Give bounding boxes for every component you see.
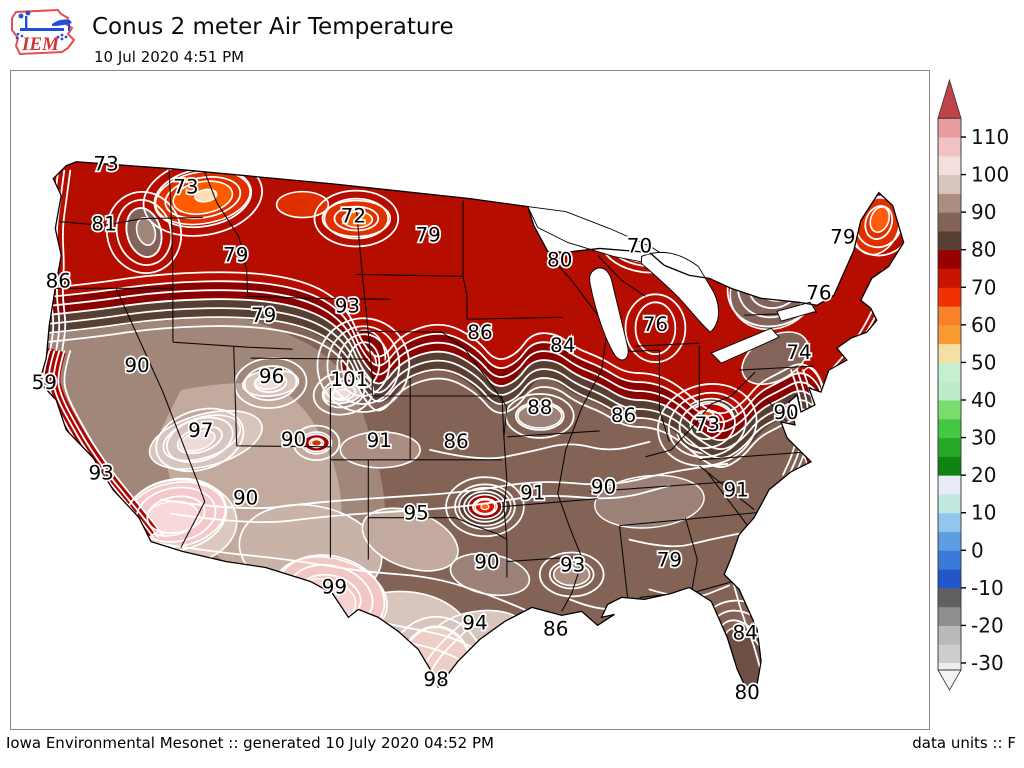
colorbar-tick-label: 10	[971, 501, 996, 525]
temp-label: 86	[46, 269, 71, 292]
temp-label: 101	[330, 368, 368, 391]
temp-label: 90	[233, 487, 258, 510]
temp-label: 86	[543, 617, 568, 640]
page-title: Conus 2 meter Air Temperature	[92, 14, 454, 40]
lake-erie	[710, 327, 780, 364]
conus-temperature-map: 73 73 81 72 79 70 80 86 79 79 76 93 79 76 86 84 74 90 96 10…	[30, 151, 905, 706]
lake-huron	[641, 251, 719, 333]
temp-label: 59	[32, 371, 57, 394]
temp-label: 79	[223, 243, 248, 266]
iem-logo: IEM	[11, 8, 76, 56]
temp-label: 80	[734, 681, 759, 704]
header: IEM Conus 2 meter Air Temperature 10 Jul…	[0, 0, 1024, 70]
temp-label: 97	[188, 419, 213, 442]
temp-label: 86	[467, 321, 492, 344]
colorbar-tick-label: -10	[971, 576, 1004, 600]
temp-label: 90	[773, 401, 798, 424]
colorbar-tick-label: 50	[971, 350, 996, 374]
colorbar-tick-label: 70	[971, 275, 996, 299]
lake-ontario	[776, 301, 817, 322]
temp-label: 79	[657, 548, 682, 571]
temp-label: 90	[591, 476, 616, 499]
temp-label: 90	[281, 428, 306, 451]
colorbar-tick-label: 60	[971, 313, 996, 337]
temp-label: 76	[806, 281, 831, 304]
temp-label: 90	[474, 550, 499, 573]
temp-label: 79	[251, 304, 276, 327]
colorbar-tick-label: 100	[971, 163, 1009, 187]
temp-label: 91	[724, 479, 749, 502]
temp-label: 73	[93, 153, 118, 176]
temp-label: 86	[611, 404, 636, 427]
temperature-labels: 73 73 81 72 79 70 80 86 79 79 76 93 79 76 86 84 74 90 96 10…	[30, 151, 857, 706]
temp-label: 81	[91, 213, 116, 236]
temp-label: 79	[830, 225, 855, 248]
colorbar-tick-label: 110	[971, 125, 1009, 149]
temp-label: 94	[462, 611, 487, 634]
colorbar-tick-label: 20	[971, 463, 996, 487]
temp-label: 99	[322, 575, 347, 598]
temp-label: 93	[88, 462, 113, 485]
colorbar-tick-label: 40	[971, 388, 996, 412]
temp-label: 88	[527, 396, 552, 419]
temp-label: 95	[403, 502, 428, 525]
temp-label: 74	[786, 341, 811, 364]
colorbar-tick-label: -30	[971, 651, 1004, 675]
temp-label: 90	[124, 354, 149, 377]
state-borders	[45, 164, 817, 612]
temp-label: 91	[367, 429, 392, 452]
timestamp: 10 Jul 2020 4:51 PM	[94, 48, 245, 66]
temp-label: 84	[550, 334, 575, 357]
temp-label: 86	[443, 430, 468, 453]
temp-label: 93	[335, 294, 360, 317]
colorbar-tick-label: 30	[971, 426, 996, 450]
temp-label: 79	[415, 223, 440, 246]
temp-label: 73	[695, 413, 720, 436]
temp-label: 91	[520, 482, 545, 505]
temp-label: 84	[732, 621, 757, 644]
great-lakes	[527, 206, 817, 364]
temp-label: 93	[560, 553, 585, 576]
temp-label: 80	[547, 248, 572, 271]
temp-label: 73	[173, 176, 198, 199]
colorbar-tick-label: 80	[971, 238, 996, 262]
map-frame: 73 73 81 72 79 70 80 86 79 79 76 93 79 76 86 84 74 90 96 10…	[10, 70, 930, 730]
temp-label: 72	[341, 205, 366, 228]
iem-logo-text: IEM	[21, 34, 60, 55]
temp-label: 76	[643, 313, 668, 336]
footer-units: data units :: F	[912, 734, 1016, 752]
temp-label: 96	[259, 365, 284, 388]
temp-label: 98	[423, 668, 448, 691]
iowa-outline-icon	[11, 8, 76, 56]
lake-michigan	[589, 267, 629, 361]
colorbar-tick-label: -20	[971, 613, 1004, 637]
footer-attribution: Iowa Environmental Mesonet :: generated …	[6, 734, 494, 752]
temp-label: 70	[627, 234, 652, 257]
weather-vane-icon	[15, 10, 72, 41]
colorbar-tick-label: 0	[971, 538, 984, 562]
colorbar-tick-label: 90	[971, 200, 996, 224]
